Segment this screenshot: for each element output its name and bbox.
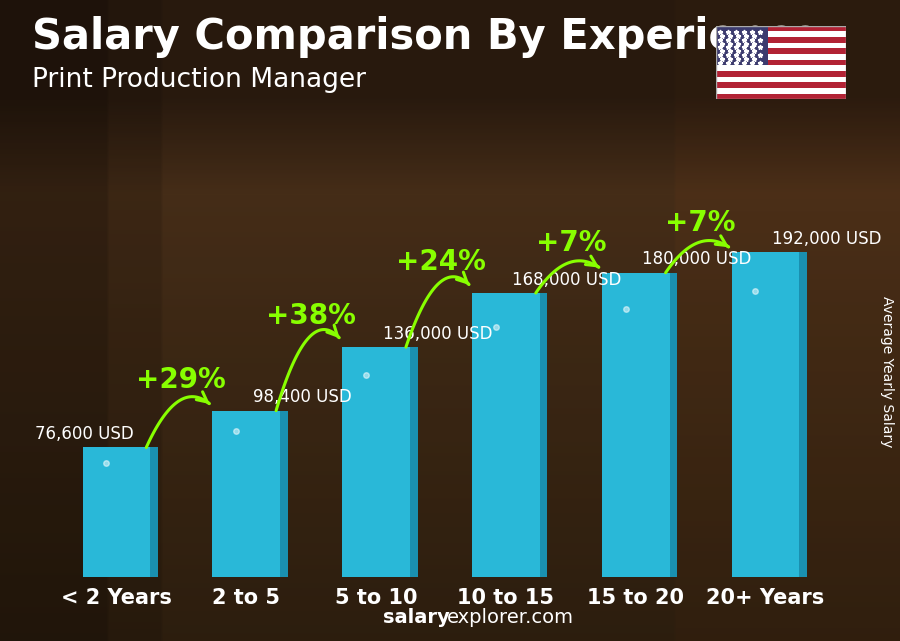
Bar [716, 54, 846, 60]
Bar [716, 82, 846, 88]
Bar [150, 447, 158, 577]
Text: 136,000 USD: 136,000 USD [382, 325, 492, 343]
Bar [212, 411, 280, 577]
Bar [716, 26, 768, 65]
Text: Salary Comparison By Experience: Salary Comparison By Experience [32, 16, 819, 58]
Bar [732, 253, 799, 577]
Text: explorer.com: explorer.com [447, 608, 574, 627]
Bar [670, 272, 678, 577]
Text: +7%: +7% [536, 229, 606, 257]
Text: +7%: +7% [665, 209, 736, 237]
Text: +29%: +29% [137, 367, 226, 394]
Text: +38%: +38% [266, 303, 356, 330]
Bar [342, 347, 410, 577]
Bar [716, 43, 846, 48]
Text: 98,400 USD: 98,400 USD [253, 388, 352, 406]
Bar [472, 293, 540, 577]
Text: salary: salary [382, 608, 449, 627]
Bar [716, 88, 846, 94]
Bar [716, 94, 846, 99]
Bar [716, 60, 846, 65]
Text: Average Yearly Salary: Average Yearly Salary [879, 296, 894, 447]
Bar [602, 272, 670, 577]
Bar [716, 48, 846, 54]
Text: 180,000 USD: 180,000 USD [643, 251, 752, 269]
Bar [540, 293, 547, 577]
Text: 76,600 USD: 76,600 USD [34, 425, 133, 443]
Bar [716, 37, 846, 43]
Bar [716, 65, 846, 71]
Text: +24%: +24% [396, 249, 486, 276]
Text: 192,000 USD: 192,000 USD [772, 230, 882, 248]
Bar [716, 26, 846, 31]
Text: Print Production Manager: Print Production Manager [32, 67, 365, 94]
Bar [799, 253, 807, 577]
Bar [280, 411, 288, 577]
Bar [410, 347, 418, 577]
Bar [83, 447, 150, 577]
Bar [716, 31, 846, 37]
Bar [716, 77, 846, 82]
Bar [716, 71, 846, 77]
Text: 168,000 USD: 168,000 USD [512, 271, 622, 288]
